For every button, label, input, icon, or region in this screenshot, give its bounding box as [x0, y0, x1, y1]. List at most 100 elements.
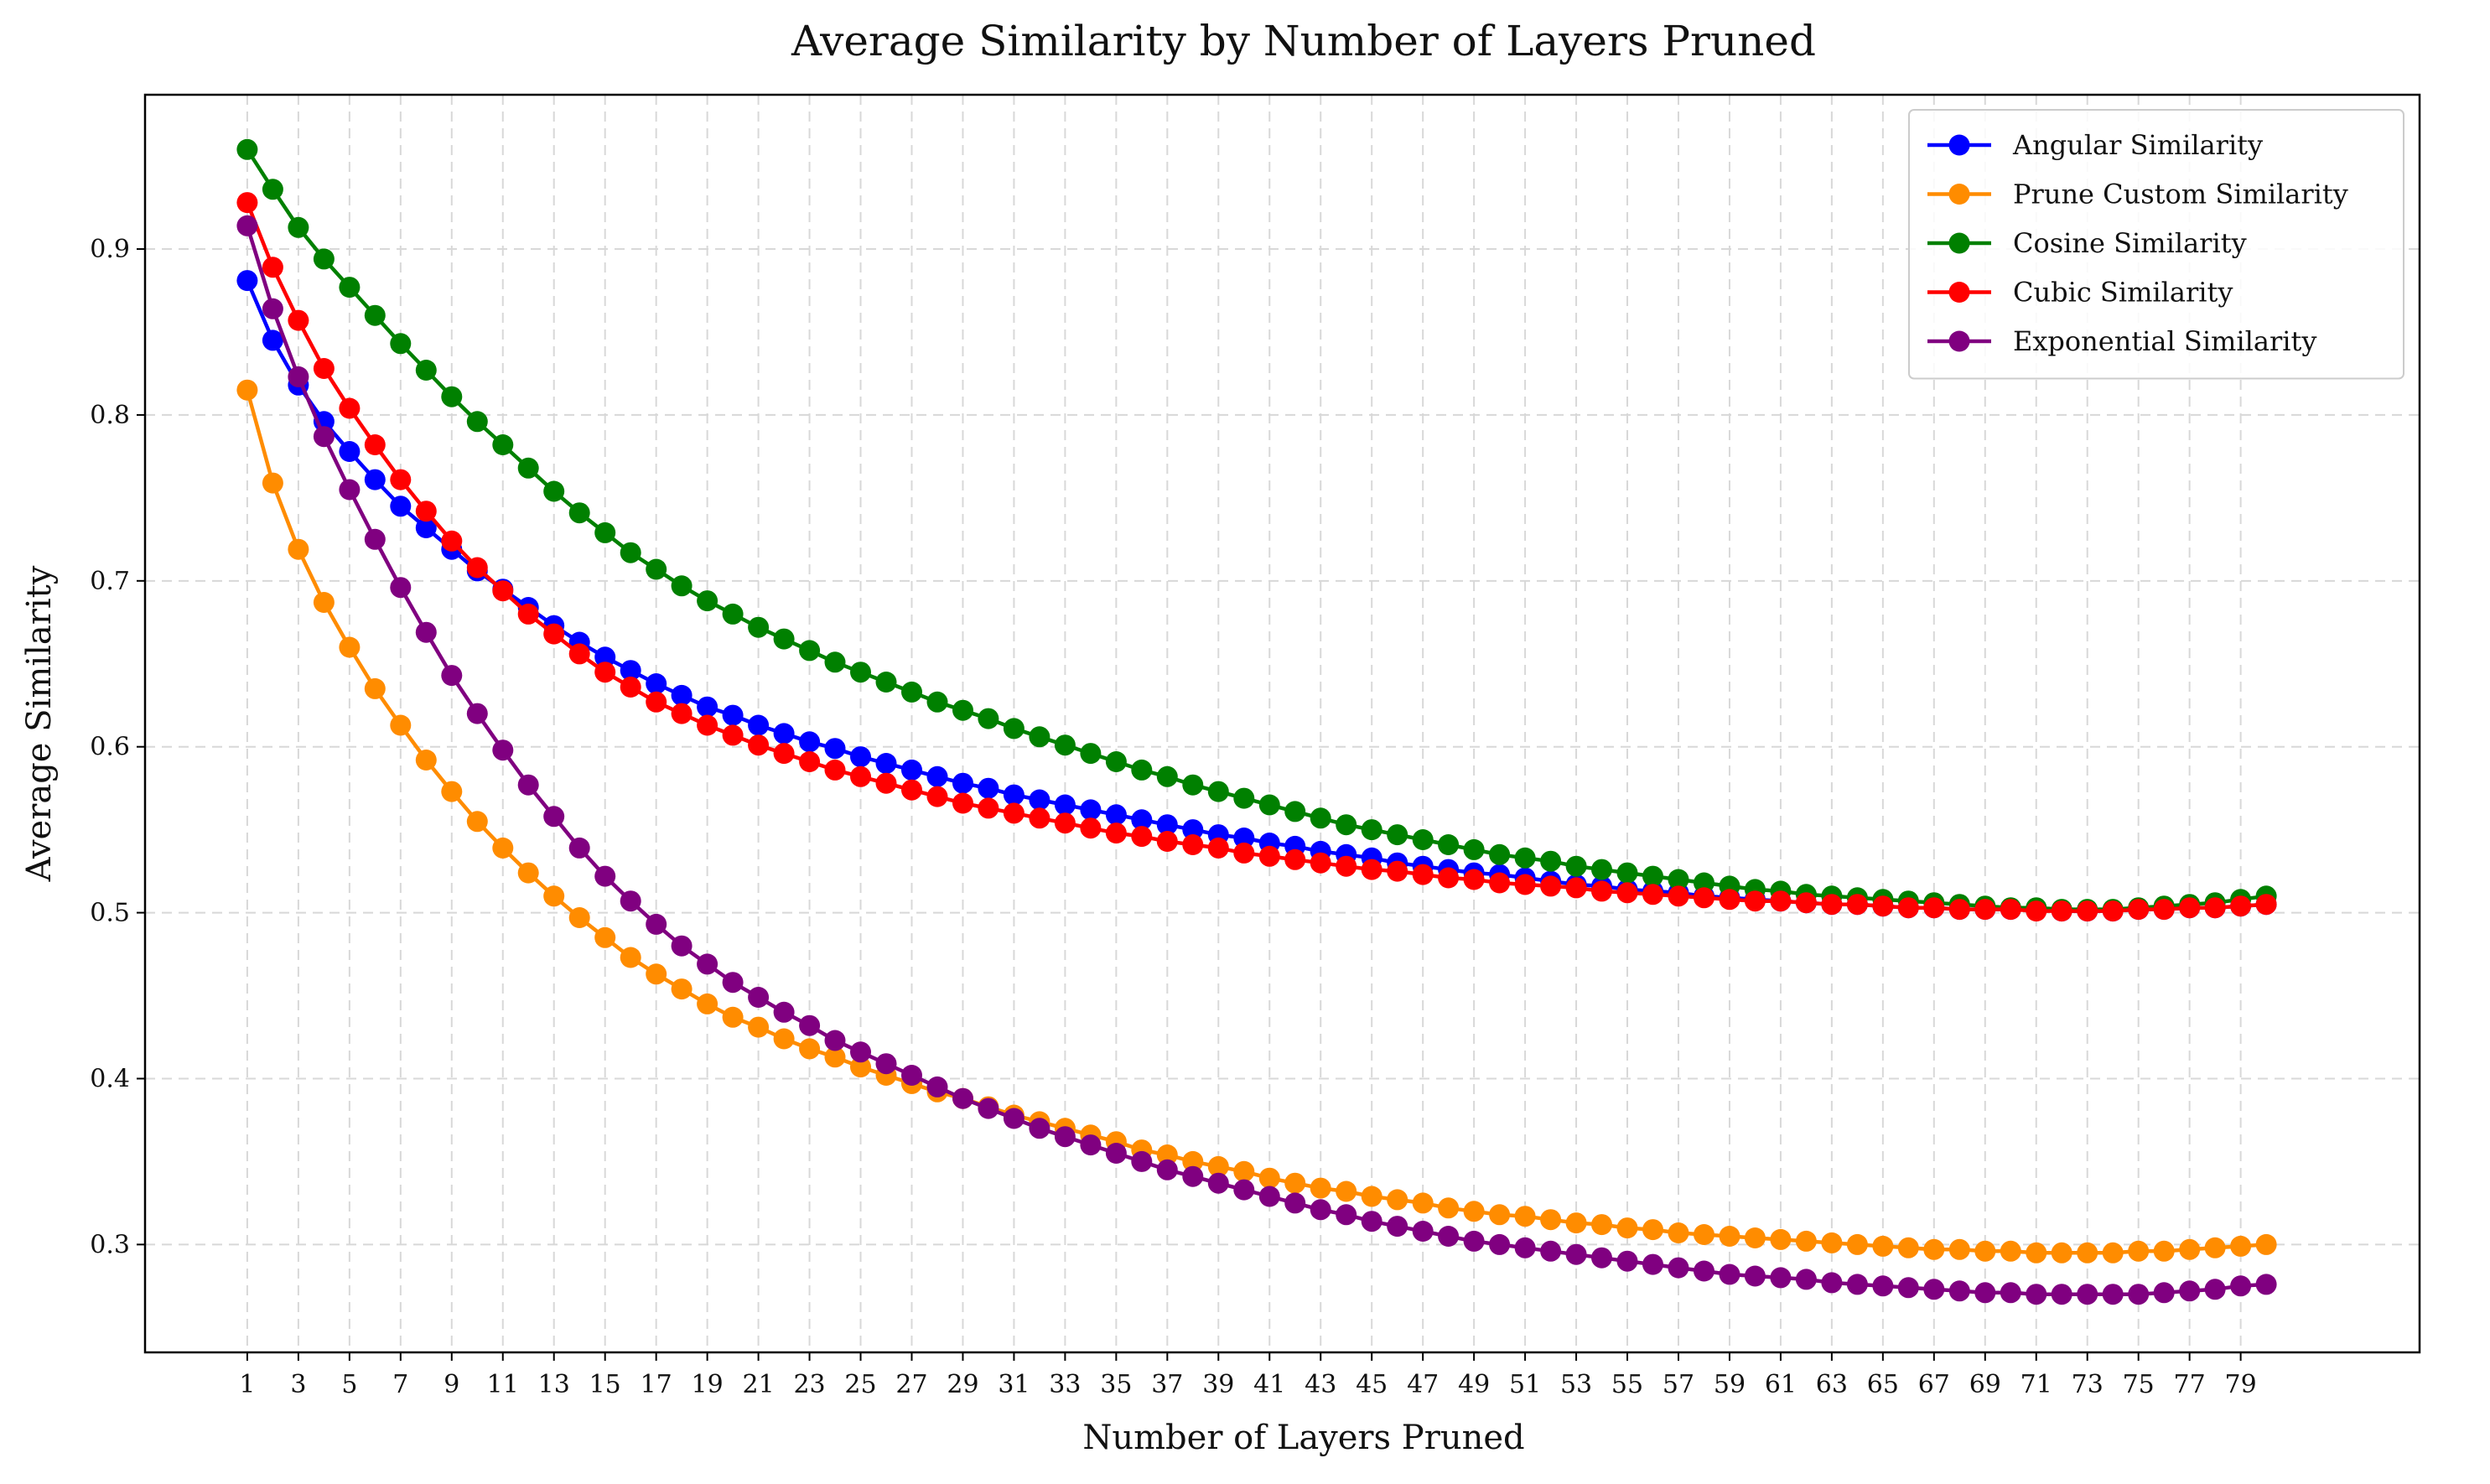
data-point	[1974, 1240, 1996, 1262]
data-point	[517, 862, 539, 884]
data-point	[288, 366, 309, 387]
data-point	[2051, 900, 2072, 922]
data-point	[1642, 865, 1663, 887]
data-point	[2051, 1242, 2072, 1263]
data-point	[1514, 1237, 1536, 1258]
data-point	[1463, 838, 1485, 860]
data-point	[1233, 842, 1255, 864]
data-point	[236, 270, 258, 292]
data-point	[313, 248, 335, 270]
data-point	[646, 691, 667, 713]
data-point	[1668, 1257, 1689, 1279]
data-point	[2026, 1242, 2047, 1263]
data-point	[594, 865, 616, 887]
data-point	[1489, 843, 1511, 865]
data-point	[722, 972, 744, 994]
x-tick-label: 29	[947, 1370, 978, 1399]
data-point	[1105, 751, 1127, 772]
data-point	[773, 628, 795, 650]
data-point	[773, 1001, 795, 1023]
data-point	[697, 696, 718, 718]
data-point	[1284, 801, 1306, 822]
data-point	[2128, 899, 2150, 921]
data-point	[390, 333, 412, 355]
plot-frame	[143, 93, 2421, 1354]
data-point	[288, 216, 309, 238]
data-point	[1131, 1150, 1153, 1172]
legend-label: Prune Custom Similarity	[2013, 179, 2348, 210]
data-point	[875, 753, 897, 774]
data-point	[1719, 1226, 1740, 1247]
data-point	[1897, 897, 1919, 919]
data-point	[978, 777, 999, 799]
data-point	[2153, 1240, 2175, 1262]
data-point	[2230, 895, 2252, 917]
x-tick-label: 11	[487, 1370, 519, 1399]
x-axis-label: Number of Layers Pruned	[1082, 1419, 1524, 1457]
data-point	[1565, 877, 1587, 899]
data-point	[1361, 1211, 1382, 1232]
data-point	[620, 660, 641, 682]
data-point	[1054, 794, 1076, 816]
data-point	[288, 538, 309, 560]
data-point	[1719, 889, 1740, 911]
data-point	[799, 1038, 821, 1060]
data-point	[1003, 1108, 1025, 1129]
chart-title: Average Similarity by Number of Layers P…	[791, 17, 1816, 65]
data-point	[2051, 1284, 2072, 1305]
series-4	[236, 192, 2277, 922]
data-point	[1336, 855, 1357, 877]
data-point	[1948, 1280, 1970, 1302]
data-point	[1923, 897, 1945, 919]
data-point	[1131, 826, 1153, 848]
x-tick-label: 73	[2072, 1370, 2104, 1399]
data-point	[288, 309, 309, 331]
data-point	[824, 1030, 846, 1051]
data-point	[339, 479, 361, 501]
data-point	[952, 699, 973, 721]
x-tick-label: 25	[844, 1370, 876, 1399]
data-point	[1872, 1235, 1894, 1257]
data-point	[236, 138, 258, 160]
data-point	[1438, 867, 1460, 889]
data-point	[875, 772, 897, 794]
data-point	[1310, 1177, 1331, 1199]
data-point	[926, 691, 948, 713]
data-point	[697, 714, 718, 736]
data-point	[1029, 1118, 1050, 1139]
x-tick-label: 23	[793, 1370, 825, 1399]
data-point	[543, 885, 565, 907]
data-point	[1744, 890, 1766, 912]
data-point	[1029, 789, 1050, 811]
data-point	[1923, 1238, 1945, 1260]
series-layer	[236, 138, 2277, 1305]
data-point	[850, 765, 871, 787]
x-tick-label: 45	[1356, 1370, 1388, 1399]
data-point	[748, 714, 770, 736]
legend-item: Exponential Similarity	[1927, 325, 2316, 357]
data-point	[952, 792, 973, 814]
data-point	[2128, 1240, 2150, 1262]
data-point	[1616, 1217, 1638, 1239]
data-point	[1336, 814, 1357, 836]
x-tick-label: 67	[1918, 1370, 1950, 1399]
data-point	[1540, 1240, 1562, 1262]
data-point	[978, 1097, 999, 1119]
data-point	[1514, 874, 1536, 895]
x-tick-label: 63	[1816, 1370, 1848, 1399]
data-point	[1258, 1167, 1280, 1189]
data-point	[1361, 859, 1382, 880]
data-point	[594, 521, 616, 543]
data-point	[1182, 819, 1204, 841]
data-point	[850, 746, 871, 768]
data-point	[1233, 1179, 1255, 1201]
data-point	[978, 708, 999, 729]
x-tick-label: 47	[1407, 1370, 1439, 1399]
data-point	[1821, 1272, 1843, 1294]
x-tick-label: 71	[2021, 1370, 2052, 1399]
x-tick-label: 61	[1765, 1370, 1797, 1399]
data-point	[262, 298, 283, 319]
data-point	[2204, 897, 2226, 919]
data-point	[1080, 817, 1102, 839]
data-point	[1795, 892, 1817, 914]
